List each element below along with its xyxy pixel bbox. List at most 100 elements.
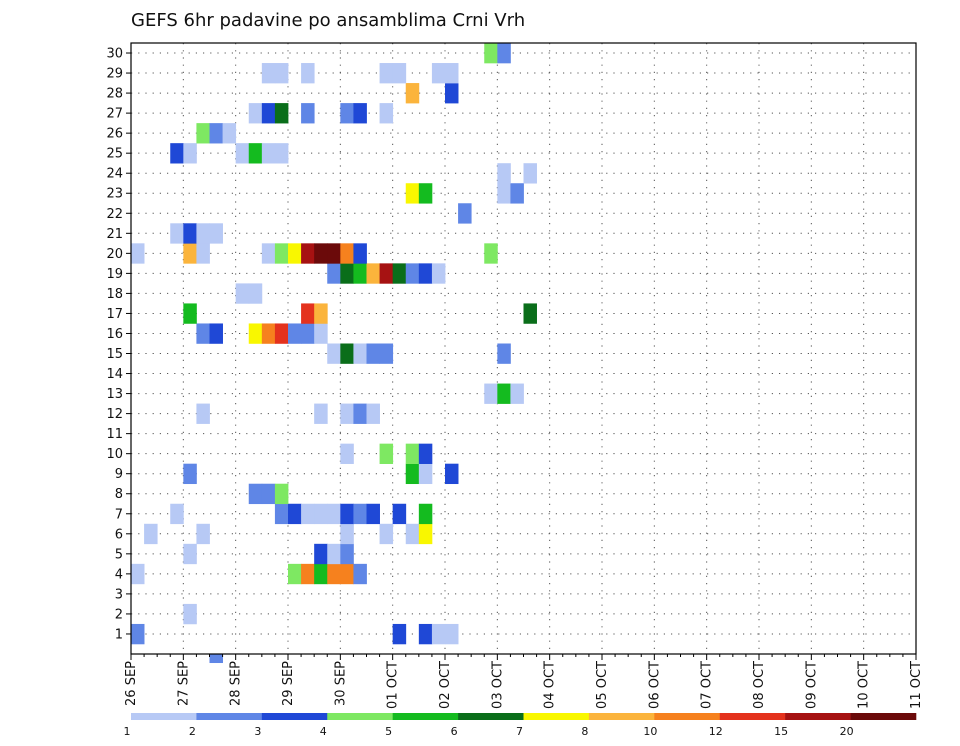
heatmap-cell [353, 263, 367, 284]
heatmap-cell [261, 63, 276, 84]
y-tick-label: 4 [115, 567, 123, 582]
heatmap-cell [445, 63, 459, 84]
legend-label: 3 [254, 725, 261, 738]
heatmap-cell [183, 603, 197, 625]
heatmap-cell [353, 103, 367, 124]
x-tick-label: 09 OCT [804, 661, 819, 709]
y-tick-label: 15 [106, 347, 123, 362]
heatmap-cell [353, 243, 367, 264]
y-tick-label: 8 [115, 487, 123, 502]
heatmap-cell [248, 283, 263, 304]
y-tick-label: 23 [106, 187, 123, 202]
heatmap-cell [301, 243, 315, 264]
heatmap-cell [340, 103, 354, 124]
heatmap-cell [261, 483, 276, 505]
heatmap-cell [131, 563, 145, 585]
heatmap-cell [340, 543, 354, 565]
heatmap-cell [274, 63, 289, 84]
heatmap-cell [183, 303, 197, 324]
heatmap-cell [340, 443, 354, 464]
heatmap-cell [497, 43, 511, 64]
x-tick-label: 08 OCT [752, 661, 767, 709]
legend-label: 20 [840, 725, 854, 738]
heatmap-cell [366, 503, 380, 525]
heatmap-cell [405, 183, 420, 204]
heatmap-cell [497, 163, 511, 184]
y-tick-label: 24 [106, 167, 123, 182]
legend-swatch [654, 713, 721, 720]
legend-swatch [131, 713, 197, 720]
heatmap-cell [131, 243, 145, 264]
heatmap-cell-partial [209, 654, 223, 664]
heatmap-cell [183, 143, 197, 164]
heatmap-cell [196, 523, 210, 545]
legend-swatch [719, 713, 786, 720]
x-tick-label: 28 SEP [229, 661, 244, 706]
heatmap-cell [131, 623, 145, 645]
y-tick-label: 17 [106, 307, 123, 322]
legend-swatch [458, 713, 524, 720]
legend-swatch [327, 713, 393, 720]
heatmap-cell [431, 623, 446, 645]
heatmap-cell [418, 443, 433, 464]
heatmap-cell [405, 523, 420, 545]
heatmap-cell [431, 63, 446, 84]
y-tick-label: 13 [106, 387, 123, 402]
heatmap-cell [301, 303, 315, 324]
heatmap-cell [301, 103, 315, 124]
heatmap-cell [274, 243, 289, 264]
y-tick-label: 9 [115, 467, 123, 482]
y-tick-label: 5 [115, 547, 123, 562]
heatmap-cell [183, 463, 197, 485]
heatmap-cell [314, 503, 328, 525]
y-tick-label: 10 [106, 447, 123, 462]
heatmap-cell [497, 183, 511, 204]
heatmap-cell [458, 203, 472, 224]
y-tick-label: 7 [115, 507, 123, 522]
heatmap-cell [248, 103, 263, 124]
heatmap-cell [274, 323, 289, 344]
heatmap-cell [510, 383, 524, 404]
x-tick-label: 07 OCT [700, 661, 715, 709]
heatmap-cell [274, 143, 289, 164]
heatmap-cell [261, 143, 276, 164]
y-tick-label: 6 [115, 527, 123, 542]
y-tick-label: 29 [106, 67, 123, 82]
heatmap-cell [327, 503, 341, 525]
heatmap-cell [327, 243, 341, 264]
heatmap-cell [248, 143, 263, 164]
heatmap-cell [261, 323, 276, 344]
x-tick-label: 29 SEP [281, 661, 296, 706]
heatmap-cell [196, 403, 210, 424]
x-tick-label: 10 OCT [857, 661, 872, 709]
heatmap-cell [379, 263, 394, 284]
y-axis: 1234567891011121314151617181920212223242… [106, 47, 131, 642]
legend-label: 1 [124, 725, 131, 738]
heatmap-cell [301, 563, 315, 585]
x-axis: 26 SEP 27 SEP 28 SEP 29 SEP 30 SEP 01 OCT 02 O… [124, 654, 924, 709]
heatmap-cell [288, 323, 302, 344]
x-tick-label: 01 OCT [386, 661, 401, 709]
heatmap-cell [484, 43, 498, 64]
heatmap-cell [353, 343, 367, 364]
legend-swatch [261, 713, 328, 720]
legend-label: 2 [189, 725, 196, 738]
heatmap-cell [484, 243, 498, 264]
heatmap-cell [301, 63, 315, 84]
plot-frame [130, 42, 917, 655]
heatmap-cell [418, 263, 433, 284]
heatmap-cell [418, 523, 433, 545]
y-tick-label: 2 [115, 607, 123, 622]
heatmap-cell [392, 623, 407, 645]
heatmap-cell [209, 123, 223, 144]
heatmap-cell [418, 623, 433, 645]
heatmap-cell [379, 443, 394, 464]
heatmap-cell [392, 263, 407, 284]
heatmap-cell [497, 383, 511, 404]
heatmap-cell [379, 523, 394, 545]
legend-label: 10 [643, 725, 657, 738]
legend-swatch [588, 713, 655, 720]
heatmap-cell [484, 383, 498, 404]
y-tick-label: 26 [106, 127, 123, 142]
heatmap-cell [288, 563, 302, 585]
